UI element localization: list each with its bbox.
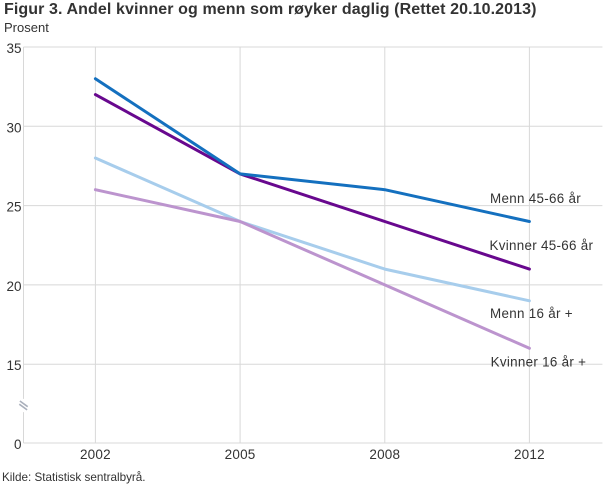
svg-text:25: 25 [6, 200, 21, 215]
svg-text:20: 20 [6, 279, 21, 294]
svg-text:2005: 2005 [225, 447, 256, 462]
svg-text:30: 30 [6, 120, 21, 135]
svg-text:2008: 2008 [369, 447, 400, 462]
svg-text:Menn 16 år +: Menn 16 år + [490, 306, 573, 321]
svg-text:2012: 2012 [514, 447, 545, 462]
svg-text:Kvinner 16 år +: Kvinner 16 år + [491, 355, 587, 370]
svg-text:Kvinner 45-66 år: Kvinner 45-66 år [490, 238, 594, 253]
svg-text:Kilde: Statistisk sentralbyrå.: Kilde: Statistisk sentralbyrå. [2, 471, 146, 484]
svg-text:15: 15 [6, 358, 21, 373]
svg-text:35: 35 [6, 41, 21, 56]
svg-text:0: 0 [14, 437, 22, 452]
svg-text:Prosent: Prosent [4, 20, 49, 35]
svg-text:Menn 45-66 år: Menn 45-66 år [490, 191, 581, 206]
svg-text:Figur 3. Andel kvinner og menn: Figur 3. Andel kvinner og menn som røyke… [4, 1, 537, 18]
svg-text:2002: 2002 [80, 447, 111, 462]
